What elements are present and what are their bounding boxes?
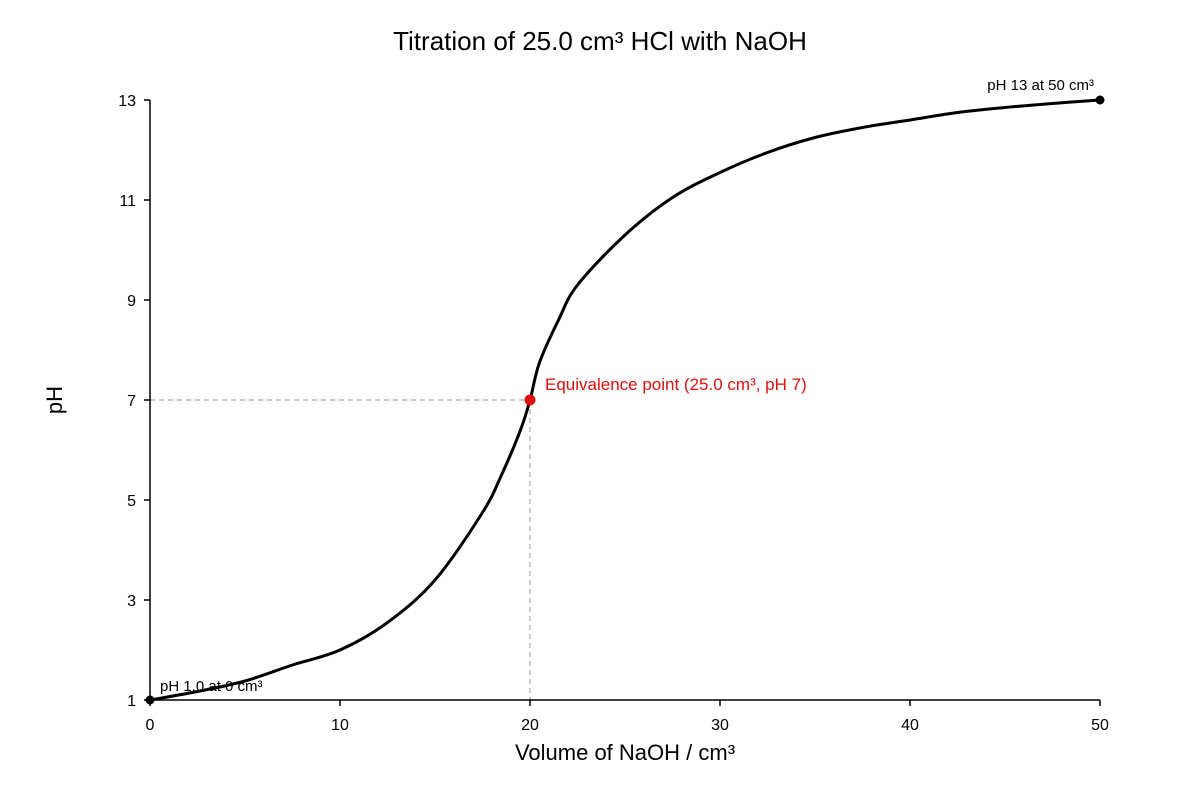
equivalence-guides bbox=[150, 399, 531, 700]
points-group: pH 1.0 at 0 cm³ pH 13 at 50 cm³ Equivalenc… bbox=[145, 77, 1105, 705]
axes bbox=[149, 100, 1100, 701]
x-tick-label: 20 bbox=[521, 717, 539, 734]
x-axis-label: Volume of NaOH / cm³ bbox=[515, 740, 735, 765]
data-point bbox=[524, 394, 536, 406]
x-tick-label: 50 bbox=[1091, 717, 1109, 734]
y-axis-label: pH bbox=[42, 386, 67, 414]
point-annotation: pH 1.0 at 0 cm³ bbox=[160, 678, 263, 695]
y-tick-label: 3 bbox=[127, 593, 136, 610]
x-tick-label: 0 bbox=[146, 717, 155, 734]
y-tick-label: 1 bbox=[127, 693, 136, 710]
x-ticks: 0 10 20 30 40 50 bbox=[146, 700, 1109, 734]
data-point bbox=[1095, 95, 1105, 105]
x-tick-label: 40 bbox=[901, 717, 919, 734]
series-group bbox=[149, 98, 1101, 702]
point-annotation: Equivalence point (25.0 cm³, pH 7) bbox=[545, 375, 807, 394]
y-tick-label: 13 bbox=[118, 93, 136, 110]
y-tick-label: 9 bbox=[127, 293, 136, 310]
data-point bbox=[145, 695, 155, 705]
y-tick-label: 7 bbox=[127, 393, 136, 410]
point-annotation: pH 13 at 50 cm³ bbox=[987, 77, 1094, 94]
y-tick-label: 11 bbox=[119, 193, 136, 210]
series-line bbox=[149, 98, 1101, 702]
x-tick-label: 30 bbox=[711, 717, 729, 734]
y-tick-label: 5 bbox=[127, 493, 136, 510]
chart-title: Titration of 25.0 cm³ HCl with NaOH bbox=[393, 26, 807, 56]
x-tick-label: 10 bbox=[331, 717, 349, 734]
